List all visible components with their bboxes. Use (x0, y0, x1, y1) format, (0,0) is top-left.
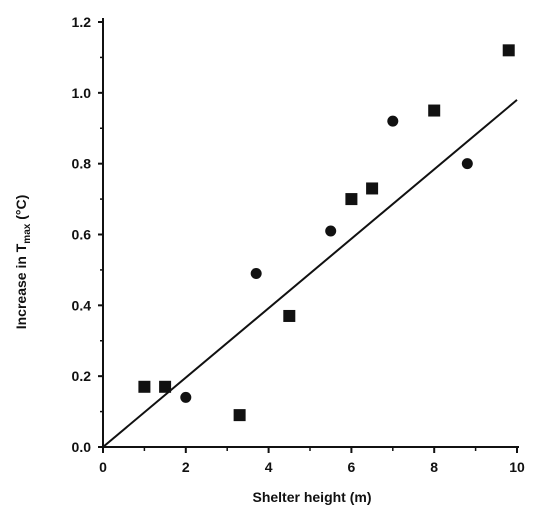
x-tick-label: 4 (265, 459, 273, 475)
x-tick-label: 0 (99, 459, 107, 475)
square-point (138, 380, 151, 393)
circle-point (180, 391, 192, 403)
square-point (233, 409, 246, 422)
x-tick-label: 6 (348, 459, 356, 475)
x-tick-label: 10 (509, 459, 525, 475)
y-tick-label: 0.8 (72, 156, 92, 172)
square-point (502, 44, 515, 57)
plot-area: 0.0 0.2 0.4 0.6 0.8 1.0 1.2 0 2 4 6 8 10 (72, 14, 525, 475)
circle-point (461, 158, 473, 170)
circle-point (387, 115, 399, 127)
y-axis-label: Increase in Tmax (°C) (13, 195, 33, 330)
y-tick-label: 0.2 (72, 368, 92, 384)
circle-point (325, 225, 337, 237)
square-point (283, 309, 296, 322)
x-axis-label: Shelter height (m) (252, 489, 371, 505)
y-tick-label: 1.0 (72, 85, 92, 101)
square-point (428, 104, 441, 117)
regression-line (102, 99, 518, 448)
y-tick-label: 0.6 (72, 227, 92, 243)
y-tick-label: 1.2 (72, 14, 92, 30)
x-tick-label: 2 (182, 459, 190, 475)
x-tick-label: 8 (430, 459, 438, 475)
svg-text:Increase in Tmax (°C): Increase in Tmax (°C) (13, 195, 33, 330)
y-tick-label: 0.0 (72, 439, 92, 455)
square-point (366, 182, 379, 195)
square-point (345, 193, 358, 206)
y-tick-label: 0.4 (72, 297, 92, 313)
circle-point (250, 267, 262, 279)
square-point (159, 380, 172, 393)
